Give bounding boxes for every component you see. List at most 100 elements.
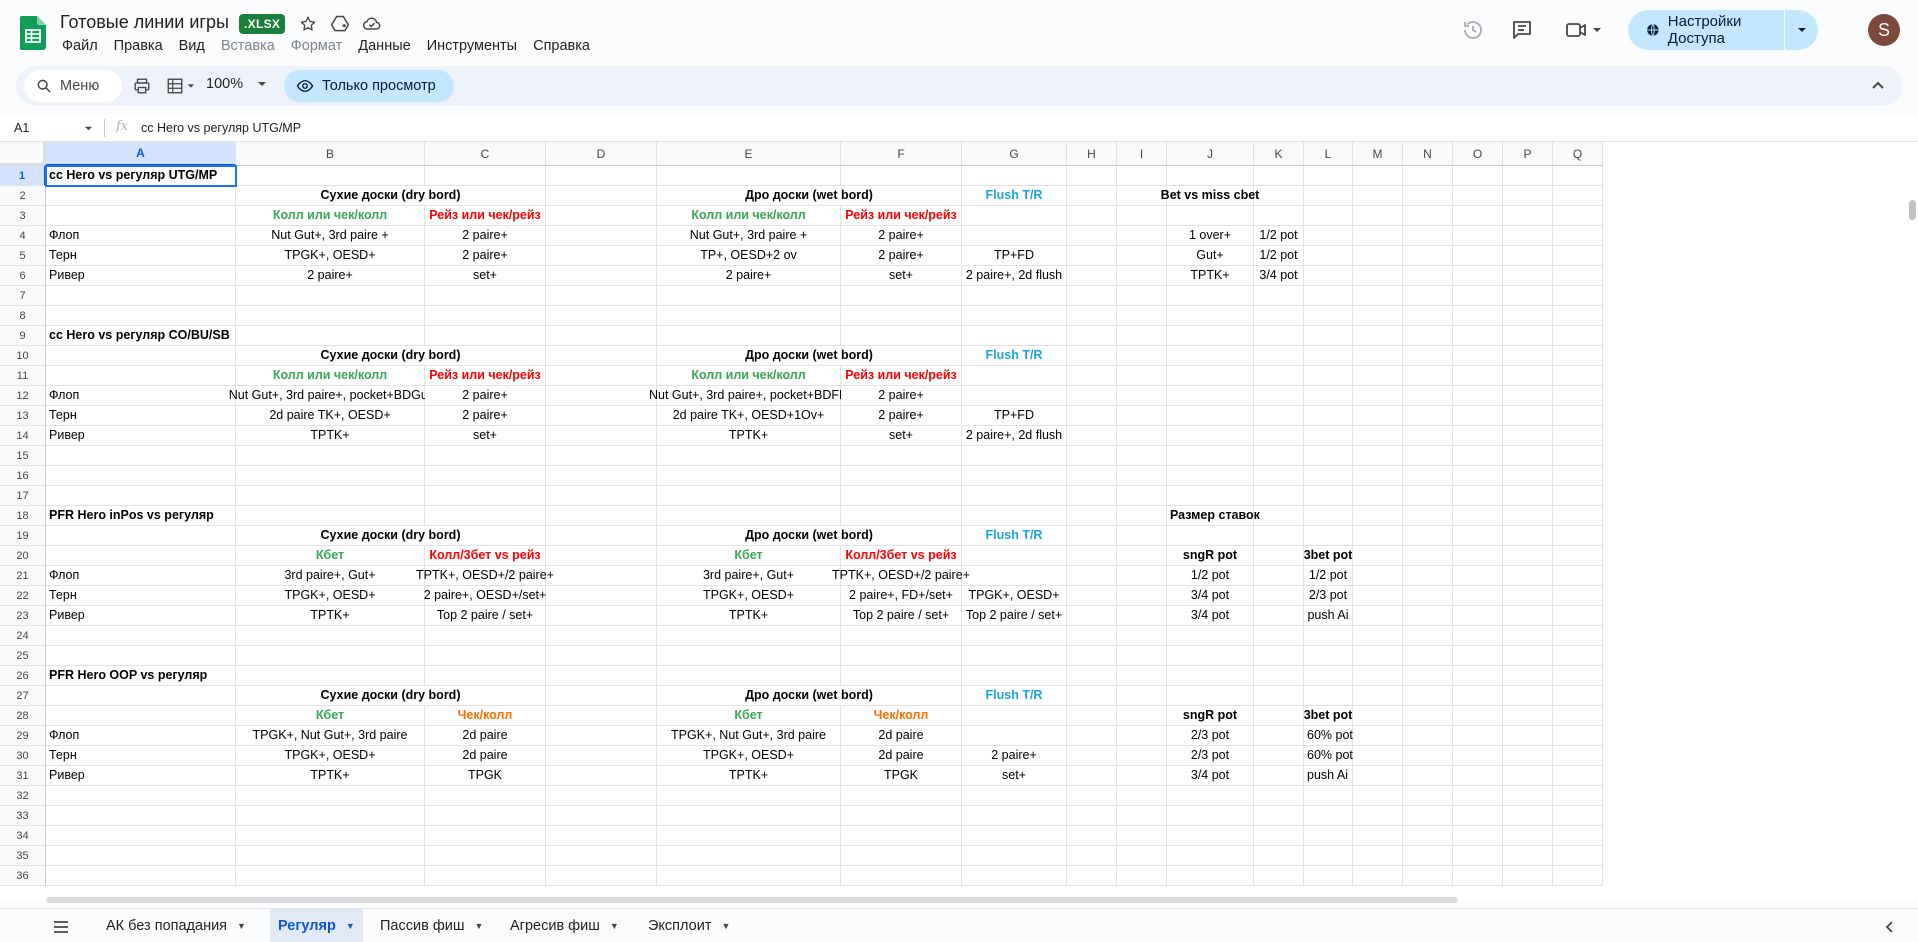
grid-cell[interactable] (1067, 806, 1117, 826)
grid-cell[interactable] (1304, 186, 1353, 206)
row-header[interactable]: 25 (0, 646, 46, 666)
chevron-down-icon[interactable] (84, 124, 93, 133)
grid-cell[interactable] (1503, 646, 1553, 666)
cell-a9[interactable]: cc Hero vs регуляр CO/BU/SB (46, 326, 236, 346)
cell-l28[interactable]: 3bet pot (1304, 706, 1353, 726)
cell-a18[interactable]: PFR Hero inPos vs регуляр (46, 506, 236, 526)
grid-cell[interactable] (1353, 266, 1403, 286)
grid-cell[interactable] (962, 646, 1067, 666)
cell-b2[interactable]: Сухие доски (dry bord) (236, 186, 546, 206)
grid-cell[interactable] (546, 586, 657, 606)
grid-cell[interactable] (236, 826, 425, 846)
cell-j29[interactable]: 2/3 pot (1167, 726, 1254, 746)
grid-cell[interactable] (841, 866, 962, 886)
grid-cell[interactable] (46, 206, 236, 226)
column-header[interactable]: J (1167, 142, 1254, 166)
cell-j28[interactable]: sngR pot (1167, 706, 1254, 726)
grid-cell[interactable] (546, 826, 657, 846)
grid-cell[interactable] (1403, 366, 1453, 386)
grid-cell[interactable] (1254, 726, 1304, 746)
grid-cell[interactable] (1254, 686, 1304, 706)
grid-cell[interactable] (1553, 366, 1603, 386)
grid-cell[interactable] (657, 826, 841, 846)
menu-item[interactable]: Справка (533, 38, 590, 54)
row-header[interactable]: 12 (0, 386, 46, 406)
row-header[interactable]: 3 (0, 206, 46, 226)
grid-cell[interactable] (962, 706, 1067, 726)
grid-cell[interactable] (1117, 586, 1167, 606)
cell-f6[interactable]: set+ (841, 266, 962, 286)
grid-cell[interactable] (657, 646, 841, 666)
grid-cell[interactable] (1453, 806, 1503, 826)
cell-b29[interactable]: TPGK+, Nut Gut+, 3rd paire (236, 726, 425, 746)
grid-cell[interactable] (1503, 726, 1553, 746)
grid-cell[interactable] (1503, 666, 1553, 686)
column-header[interactable]: F (841, 142, 962, 166)
grid-cell[interactable] (546, 866, 657, 886)
column-header[interactable]: D (546, 142, 657, 166)
grid-cell[interactable] (1503, 846, 1553, 866)
grid-cell[interactable] (962, 806, 1067, 826)
grid-cell[interactable] (962, 286, 1067, 306)
grid-cell[interactable] (1167, 386, 1254, 406)
grid-cell[interactable] (1553, 506, 1603, 526)
cell-f14[interactable]: set+ (841, 426, 962, 446)
grid-cell[interactable] (546, 386, 657, 406)
grid-cell[interactable] (425, 446, 546, 466)
grid-cell[interactable] (1403, 726, 1453, 746)
grid-cell[interactable] (962, 226, 1067, 246)
grid-cell[interactable] (1453, 786, 1503, 806)
grid-cell[interactable] (657, 666, 841, 686)
row-header[interactable]: 9 (0, 326, 46, 346)
grid-cell[interactable] (1403, 646, 1453, 666)
cell-b4[interactable]: Nut Gut+, 3rd paire + (236, 226, 425, 246)
grid-cell[interactable] (962, 326, 1067, 346)
grid-cell[interactable] (236, 466, 425, 486)
cell-f29[interactable]: 2d paire (841, 726, 962, 746)
grid-cell[interactable] (546, 806, 657, 826)
grid-cell[interactable] (1167, 526, 1254, 546)
grid-cell[interactable] (1254, 486, 1304, 506)
grid-cell[interactable] (425, 626, 546, 646)
cell-l23[interactable]: push Ai (1304, 606, 1353, 626)
cell-e12[interactable]: Nut Gut+, 3rd paire+, pocket+BDFD (649, 386, 848, 406)
menu-item[interactable]: Данные (358, 38, 411, 54)
grid-cell[interactable] (1403, 826, 1453, 846)
grid-cell[interactable] (1254, 326, 1304, 346)
row-header[interactable]: 10 (0, 346, 46, 366)
grid-cell[interactable] (546, 446, 657, 466)
grid-cell[interactable] (1254, 526, 1304, 546)
cell-b3[interactable]: Колл или чек/колл (236, 206, 425, 226)
grid-cell[interactable] (1167, 326, 1254, 346)
grid-cell[interactable] (1553, 306, 1603, 326)
cell-e2[interactable]: Дро доски (wet bord) (657, 186, 962, 206)
grid-cell[interactable] (1453, 266, 1503, 286)
cell-c23[interactable]: Top 2 paire / set+ (425, 606, 546, 626)
cell-c29[interactable]: 2d paire (425, 726, 546, 746)
grid-cell[interactable] (1403, 166, 1453, 186)
grid-cell[interactable] (1117, 446, 1167, 466)
grid-cell[interactable] (1553, 386, 1603, 406)
row-header[interactable]: 15 (0, 446, 46, 466)
grid-cell[interactable] (546, 406, 657, 426)
grid-cell[interactable] (546, 626, 657, 646)
share-main[interactable]: Настройки Доступа (1628, 10, 1784, 50)
grid-cell[interactable] (546, 266, 657, 286)
grid-cell[interactable] (1403, 226, 1453, 246)
grid-cell[interactable] (962, 206, 1067, 226)
grid-cell[interactable] (1553, 706, 1603, 726)
grid-cell[interactable] (46, 466, 236, 486)
row-header[interactable]: 21 (0, 566, 46, 586)
grid-cell[interactable] (1403, 686, 1453, 706)
grid-cell[interactable] (1553, 746, 1603, 766)
grid-cell[interactable] (962, 166, 1067, 186)
cell-j31[interactable]: 3/4 pot (1167, 766, 1254, 786)
grid-cell[interactable] (1067, 406, 1117, 426)
grid-cell[interactable] (1403, 586, 1453, 606)
grid-cell[interactable] (1117, 166, 1167, 186)
chevron-up-icon[interactable] (1866, 74, 1890, 98)
grid-cell[interactable] (1353, 766, 1403, 786)
grid-cell[interactable] (1353, 166, 1403, 186)
grid-cell[interactable] (1403, 546, 1453, 566)
cell-e28[interactable]: Кбет (657, 706, 841, 726)
